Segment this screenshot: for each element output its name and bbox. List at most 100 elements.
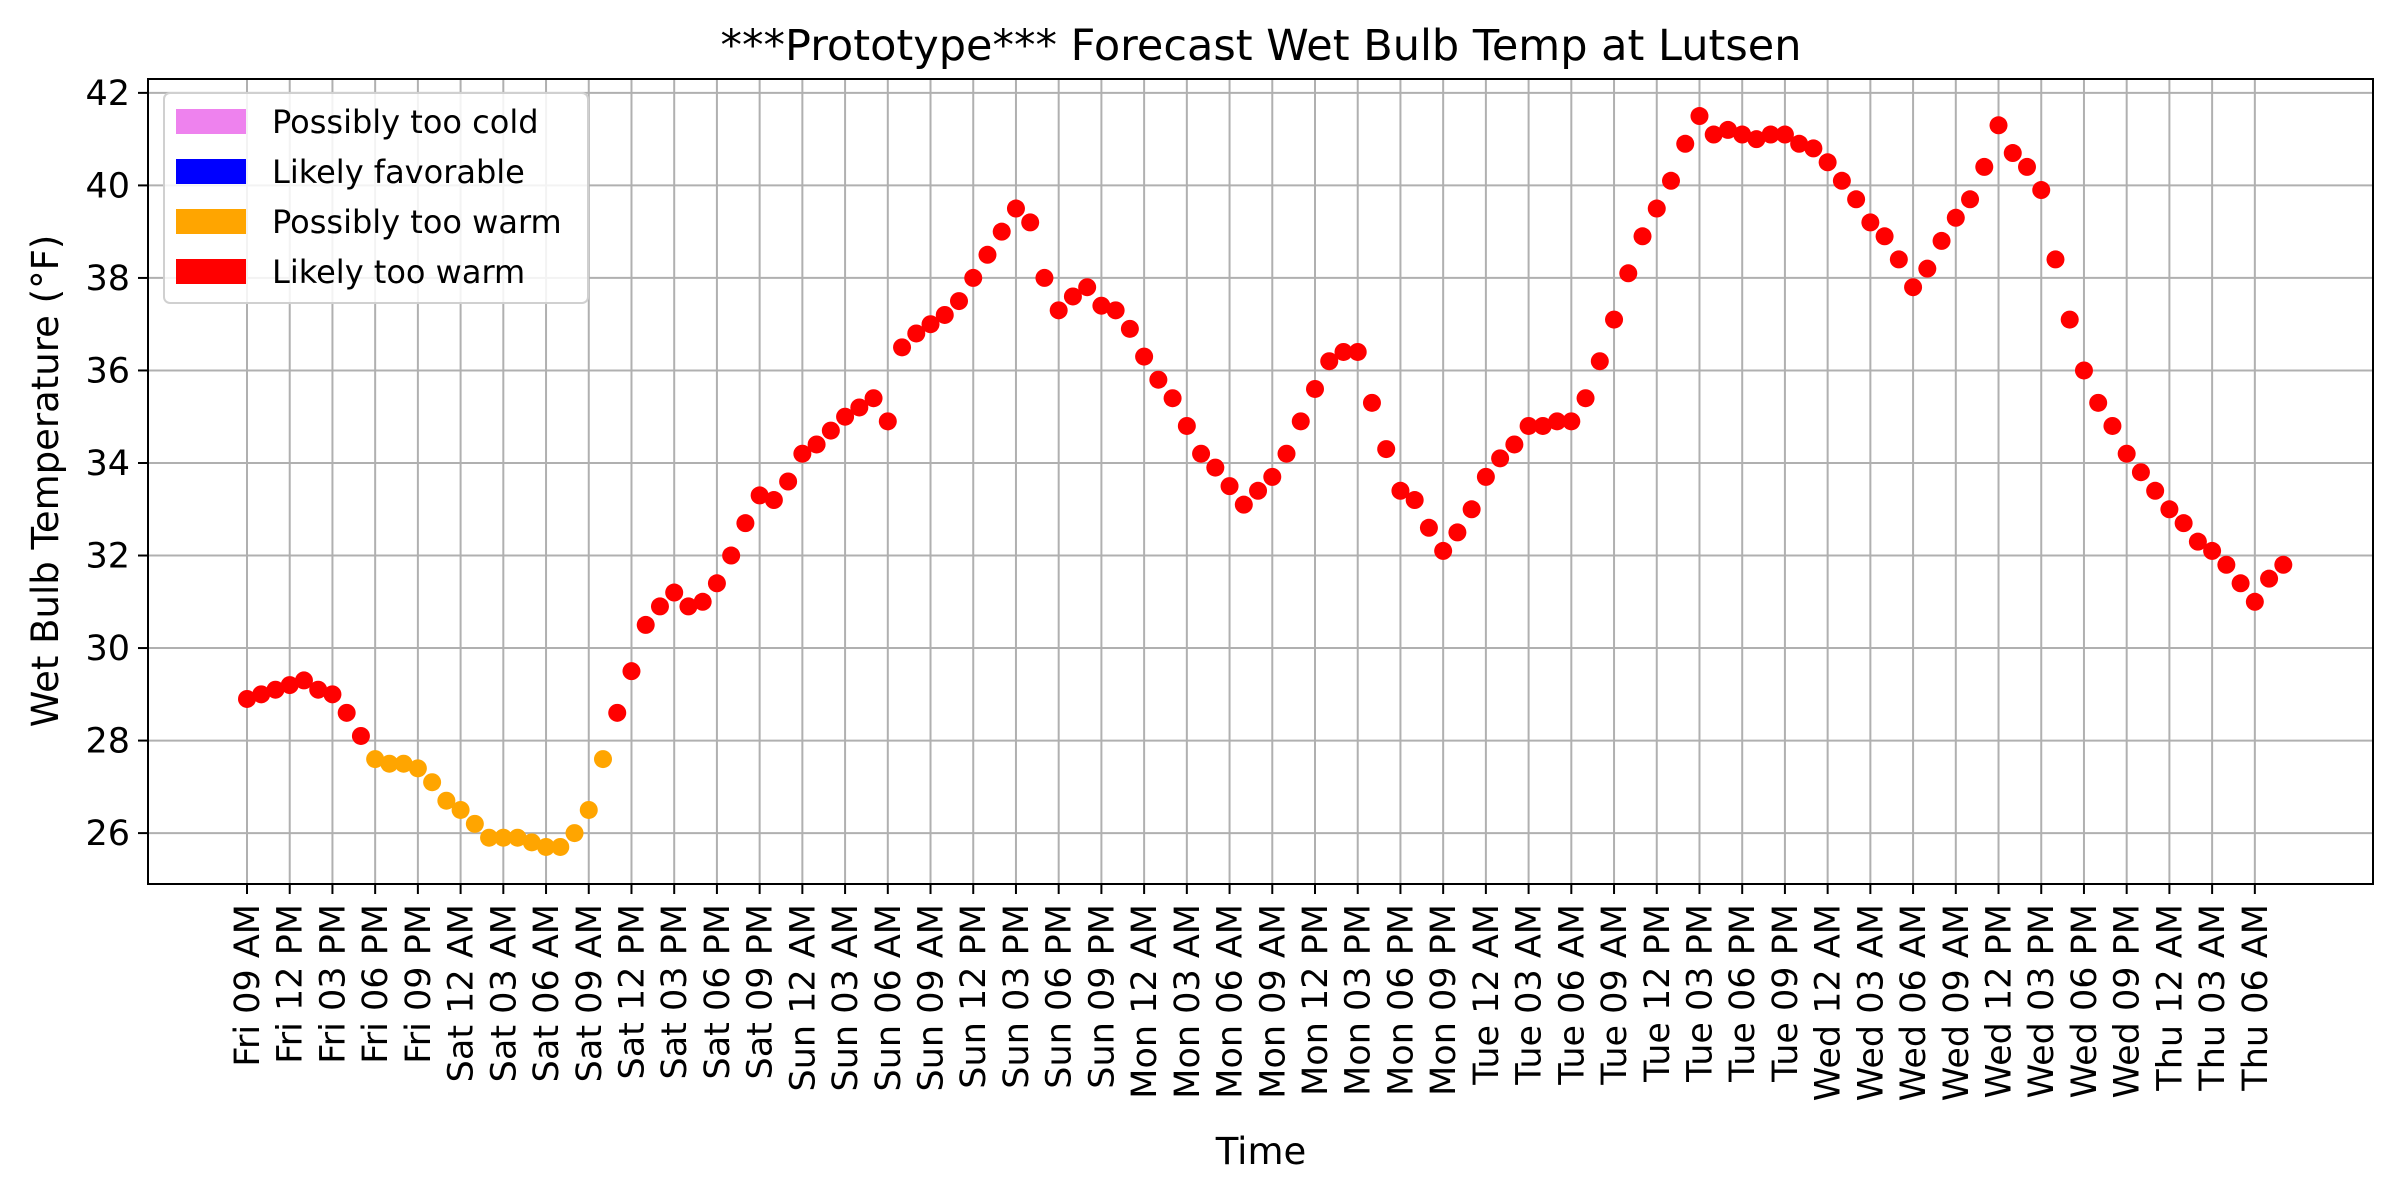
data-point-possibly-too-warm [579, 800, 598, 819]
x-tick-label: Fri 09 AM [228, 904, 268, 1067]
x-tick-label: Wed 06 AM [1894, 904, 1934, 1101]
x-tick-label: Wed 12 PM [1980, 904, 2020, 1098]
data-point-likely-too-warm [2245, 592, 2264, 611]
y-tick-label: 40 [85, 166, 130, 206]
data-point-likely-too-warm [2260, 569, 2279, 588]
data-point-likely-too-warm [1633, 227, 1652, 246]
y-tick-label: 34 [85, 444, 130, 484]
data-point-likely-too-warm [1391, 481, 1410, 500]
data-point-likely-too-warm [1847, 190, 1866, 209]
x-tick-label: Wed 12 AM [1809, 904, 1849, 1101]
data-point-likely-too-warm [1135, 347, 1154, 366]
data-point-likely-too-warm [1049, 301, 1068, 320]
data-point-likely-too-warm [323, 685, 342, 704]
data-point-likely-too-warm [779, 472, 798, 491]
data-point-possibly-too-warm [423, 773, 442, 792]
data-point-possibly-too-warm [366, 750, 385, 769]
data-point-likely-too-warm [2274, 555, 2293, 574]
data-point-likely-too-warm [1206, 458, 1225, 477]
data-point-likely-too-warm [1832, 171, 1851, 190]
data-point-likely-too-warm [1092, 296, 1111, 315]
data-point-likely-too-warm [1362, 393, 1381, 412]
x-tick-label: Sat 03 AM [484, 904, 524, 1082]
x-tick-label: Wed 09 PM [2108, 904, 2148, 1098]
data-point-likely-too-warm [1106, 301, 1125, 320]
data-point-likely-too-warm [978, 245, 997, 264]
x-tick-label: Thu 06 AM [2236, 904, 2276, 1092]
legend-swatch-possibly-too-warm [176, 209, 246, 234]
data-point-likely-too-warm [1149, 370, 1168, 389]
y-tick-label: 30 [85, 629, 130, 669]
data-point-likely-too-warm [707, 574, 726, 593]
data-point-likely-too-warm [1946, 208, 1965, 227]
x-tick-label: Mon 09 PM [1424, 904, 1464, 1096]
data-point-likely-too-warm [1548, 412, 1567, 431]
data-point-likely-too-warm [1904, 278, 1923, 297]
data-point-likely-too-warm [1562, 412, 1581, 431]
data-point-likely-too-warm [893, 338, 912, 357]
data-point-likely-too-warm [1733, 125, 1752, 144]
legend-label-likely-favorable: Likely favorable [272, 153, 525, 191]
x-tick-label: Wed 03 PM [2022, 904, 2062, 1098]
data-point-likely-too-warm [2060, 310, 2079, 329]
legend-swatch-possibly-too-cold [176, 109, 246, 134]
data-point-likely-too-warm [1306, 379, 1324, 398]
data-point-likely-too-warm [1590, 352, 1609, 371]
x-tick-label: Tue 12 AM [1467, 904, 1507, 1086]
x-tick-label: Fri 03 PM [313, 904, 353, 1064]
data-point-likely-too-warm [1875, 227, 1894, 246]
data-point-likely-too-warm [2131, 463, 2150, 482]
x-tick-label: Tue 12 PM [1638, 904, 1678, 1083]
data-point-likely-too-warm [1505, 435, 1524, 454]
x-tick-label: Thu 03 AM [2193, 904, 2233, 1092]
data-point-likely-too-warm [2103, 416, 2122, 435]
data-point-likely-too-warm [821, 421, 840, 440]
data-point-possibly-too-warm [394, 754, 413, 773]
x-tick-label: Mon 03 PM [1339, 904, 1379, 1096]
data-point-likely-too-warm [252, 685, 271, 704]
x-tick-label: Wed 09 AM [1937, 904, 1977, 1101]
legend-label-likely-too-warm: Likely too warm [272, 253, 525, 291]
data-point-likely-too-warm [1348, 342, 1367, 361]
x-tick-label: Mon 03 AM [1168, 904, 1208, 1099]
data-point-likely-too-warm [2003, 144, 2022, 163]
data-point-likely-too-warm [1662, 171, 1680, 190]
data-point-likely-too-warm [1918, 259, 1937, 278]
data-point-likely-too-warm [1377, 440, 1396, 459]
x-tick-label: Mon 06 PM [1381, 904, 1421, 1096]
x-tick-label: Mon 09 AM [1253, 904, 1293, 1099]
data-point-likely-too-warm [1021, 213, 1040, 232]
data-point-likely-too-warm [1334, 342, 1353, 361]
data-point-likely-too-warm [1006, 199, 1025, 218]
x-tick-label: Sat 09 AM [570, 904, 610, 1082]
legend-box [163, 92, 589, 304]
x-tick-label: Sat 12 PM [612, 904, 652, 1079]
data-point-likely-too-warm [608, 703, 627, 722]
data-point-likely-too-warm [2203, 541, 2222, 560]
data-point-likely-too-warm [679, 597, 698, 616]
data-point-likely-too-warm [864, 389, 883, 408]
data-point-likely-too-warm [964, 268, 983, 287]
data-point-likely-too-warm [1975, 157, 1994, 176]
data-point-likely-too-warm [309, 680, 328, 699]
x-tick-label: Mon 06 AM [1211, 904, 1251, 1099]
data-point-likely-too-warm [1519, 416, 1538, 435]
data-point-likely-too-warm [1320, 352, 1339, 371]
data-point-likely-too-warm [238, 689, 256, 708]
data-point-likely-too-warm [935, 305, 954, 324]
data-point-likely-too-warm [1263, 467, 1282, 486]
data-point-likely-too-warm [1605, 310, 1624, 329]
data-point-likely-too-warm [693, 592, 712, 611]
data-point-likely-too-warm [850, 398, 869, 417]
y-tick-label: 26 [85, 814, 130, 854]
y-axis-ticks: 26 28 30 32 34 36 38 40 42 [85, 74, 148, 854]
data-point-likely-too-warm [907, 324, 926, 343]
data-point-likely-too-warm [1932, 231, 1951, 250]
data-point-likely-too-warm [2046, 250, 2065, 269]
y-axis-label: Wet Bulb Temperature (°F) [24, 235, 67, 728]
x-tick-label: Sat 03 PM [655, 904, 695, 1079]
legend-swatch-likely-too-warm [176, 259, 246, 284]
x-tick-label: Sat 06 PM [698, 904, 738, 1079]
x-tick-label: Sun 06 PM [1040, 904, 1080, 1089]
